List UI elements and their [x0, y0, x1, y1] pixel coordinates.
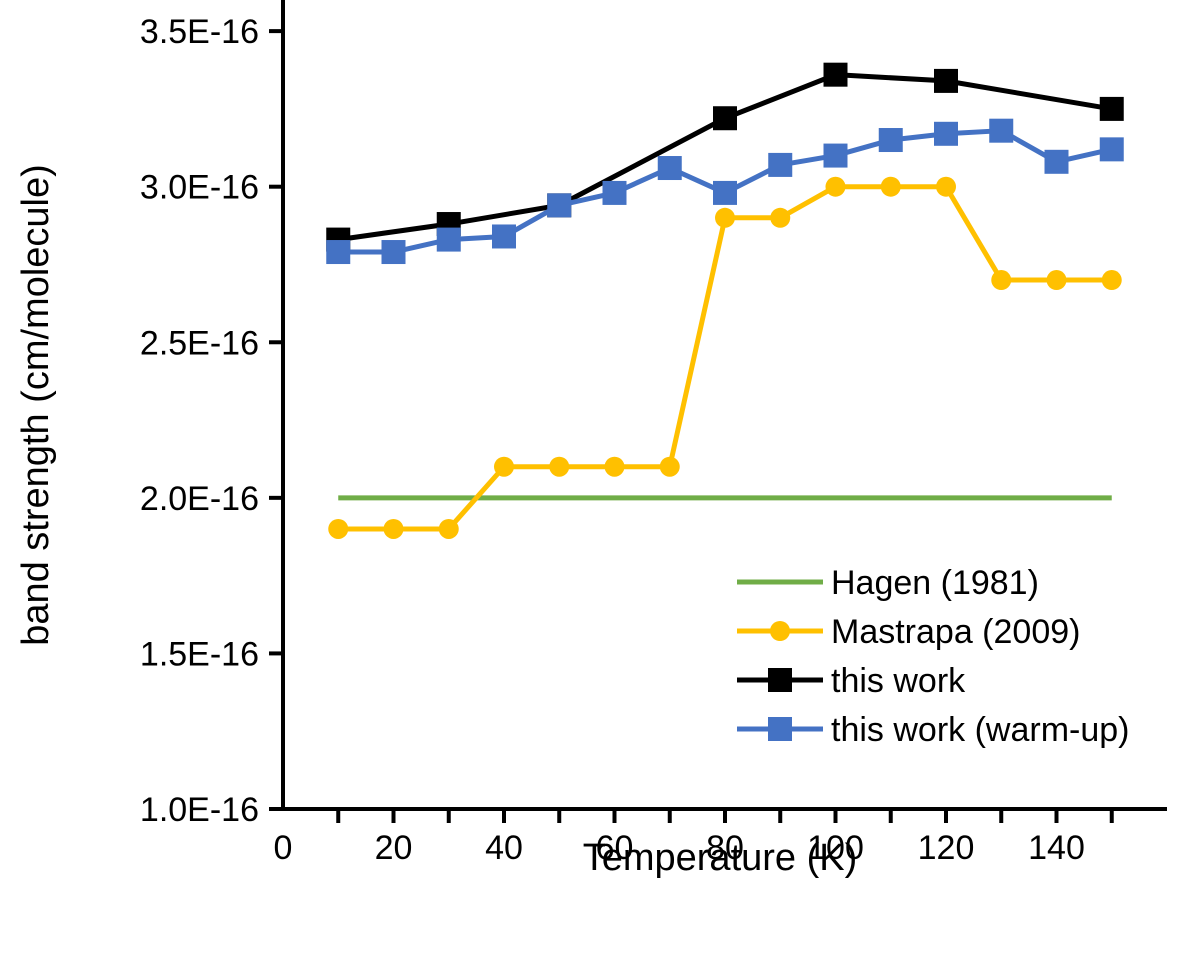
data-point	[991, 270, 1012, 291]
x-tick-label: 60	[596, 829, 634, 867]
data-point	[383, 518, 404, 539]
data-point	[989, 118, 1014, 143]
data-point	[713, 180, 737, 205]
x-tick-label: 120	[918, 829, 975, 867]
data-point	[1046, 270, 1067, 291]
data-point	[823, 62, 848, 87]
data-point	[659, 456, 680, 477]
data-point	[547, 193, 572, 218]
data-point	[713, 106, 737, 131]
data-point	[494, 456, 514, 477]
x-axis-title: Temperature (K)	[583, 837, 858, 879]
y-tick-label: 1.0E-16	[140, 791, 259, 829]
series-3	[326, 118, 1124, 265]
data-point	[602, 180, 627, 205]
data-point	[934, 121, 958, 146]
y-tick-label: 2.0E-16	[140, 480, 259, 518]
data-point	[1099, 96, 1124, 121]
data-point	[1101, 270, 1122, 291]
y-axis-title: band strength (cm/molecule)	[15, 164, 57, 646]
x-tick-label: 140	[1028, 829, 1085, 867]
data-point	[768, 152, 793, 177]
data-point	[326, 240, 351, 265]
legend-label: Hagen (1981)	[831, 564, 1039, 602]
x-tick-label: 100	[807, 829, 864, 867]
data-point	[825, 176, 846, 197]
y-tick-label: 3.0E-16	[140, 169, 259, 207]
x-tick-label: 40	[485, 829, 523, 867]
y-tick-label: 2.5E-16	[140, 324, 259, 362]
x-tick-label: 80	[706, 829, 744, 867]
data-point	[492, 224, 516, 249]
series-1	[328, 176, 1122, 539]
legend-swatch-marker	[768, 717, 792, 741]
data-point	[328, 518, 349, 539]
legend-label: this work (warm-up)	[831, 711, 1129, 749]
legend-swatch-marker	[770, 621, 790, 641]
y-tick-label: 1.5E-16	[140, 635, 259, 673]
legend: Hagen (1981) Mastrapa (2009) this work this…	[737, 564, 1129, 749]
data-point	[1099, 137, 1124, 162]
data-point	[381, 240, 406, 265]
data-point	[823, 143, 848, 168]
series-2	[326, 62, 1124, 252]
data-point	[436, 227, 461, 252]
data-point	[880, 176, 901, 197]
y-tick-label: 3.5E-16	[140, 13, 259, 51]
x-tick-label: 0	[274, 829, 293, 867]
data-point	[604, 456, 625, 477]
data-point	[1044, 149, 1069, 174]
legend-swatch-marker	[768, 668, 792, 692]
data-point	[438, 518, 459, 539]
data-point	[936, 176, 956, 197]
data-point	[549, 456, 570, 477]
legend-label: Mastrapa (2009)	[831, 613, 1080, 651]
ticks: 1.0E-16 1.5E-16 2.0E-16 2.5E-16 3.0E-16 3.5E-…	[140, 13, 1114, 867]
data-point	[715, 207, 735, 228]
data-point	[657, 156, 682, 181]
data-point	[770, 207, 791, 228]
data-point	[934, 68, 958, 93]
data-point	[878, 128, 903, 153]
series	[326, 62, 1124, 539]
x-tick-label: 20	[375, 829, 413, 867]
legend-label: this work	[831, 662, 966, 700]
